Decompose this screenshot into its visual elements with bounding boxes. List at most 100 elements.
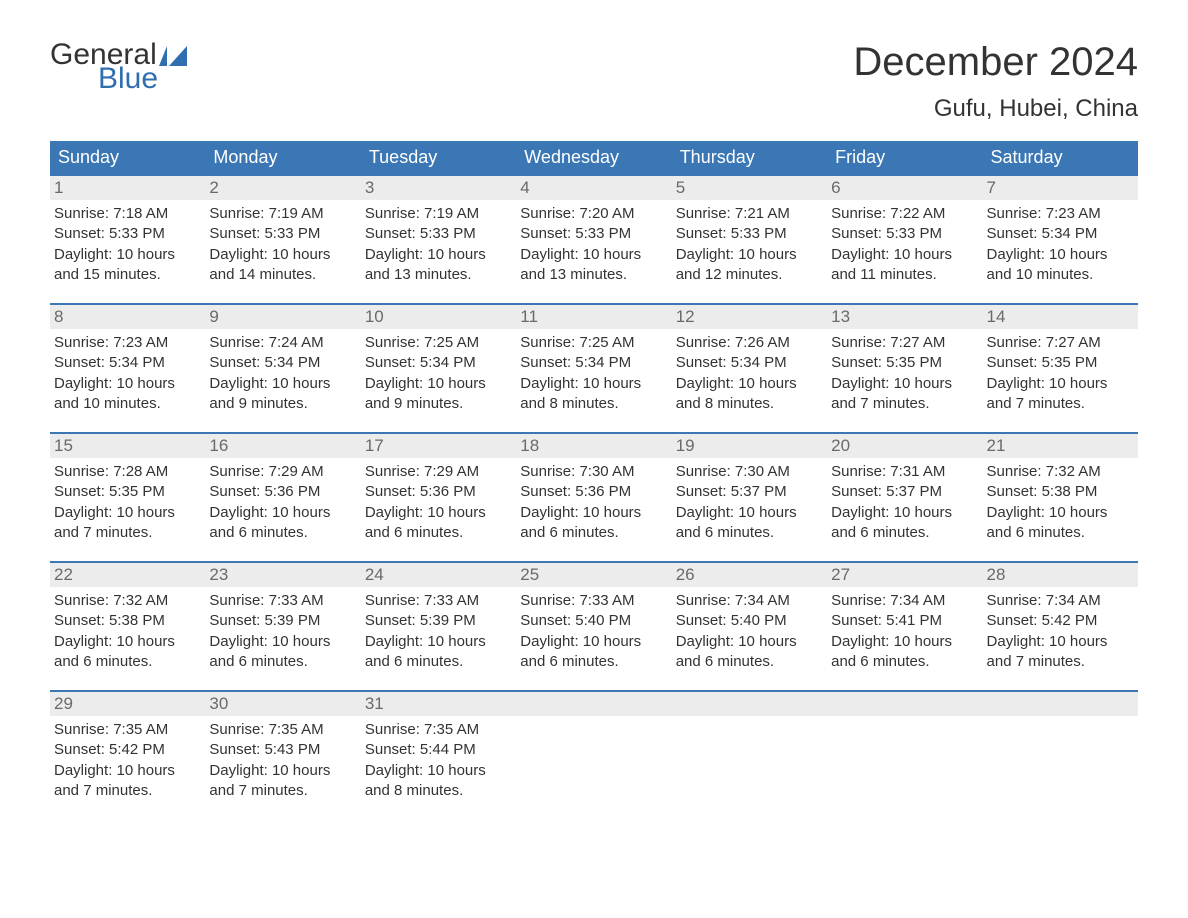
sunrise-line: Sunrise: 7:25 AM [365, 333, 510, 353]
day-body: Sunrise: 7:19 AMSunset: 5:33 PMDaylight:… [205, 200, 360, 289]
sunrise-line: Sunrise: 7:33 AM [365, 591, 510, 611]
day-cell: 26Sunrise: 7:34 AMSunset: 5:40 PMDayligh… [672, 563, 827, 676]
day-number: 12 [672, 305, 827, 329]
sunrise-line: Sunrise: 7:32 AM [54, 591, 199, 611]
daylight-line: Daylight: 10 hours and 6 minutes. [365, 632, 510, 673]
daylight-line: Daylight: 10 hours and 13 minutes. [365, 245, 510, 286]
sunrise-line: Sunrise: 7:31 AM [831, 462, 976, 482]
sunset-line: Sunset: 5:37 PM [831, 482, 976, 502]
sunrise-line: Sunrise: 7:34 AM [987, 591, 1132, 611]
day-number [983, 692, 1138, 716]
day-number: 31 [361, 692, 516, 716]
day-body: Sunrise: 7:34 AMSunset: 5:40 PMDaylight:… [672, 587, 827, 676]
day-cell: 8Sunrise: 7:23 AMSunset: 5:34 PMDaylight… [50, 305, 205, 418]
daylight-line: Daylight: 10 hours and 6 minutes. [520, 632, 665, 673]
sunset-line: Sunset: 5:34 PM [54, 353, 199, 373]
day-body: Sunrise: 7:33 AMSunset: 5:40 PMDaylight:… [516, 587, 671, 676]
sunrise-line: Sunrise: 7:30 AM [520, 462, 665, 482]
sunrise-line: Sunrise: 7:30 AM [676, 462, 821, 482]
sunset-line: Sunset: 5:41 PM [831, 611, 976, 631]
sunset-line: Sunset: 5:36 PM [365, 482, 510, 502]
day-body: Sunrise: 7:33 AMSunset: 5:39 PMDaylight:… [361, 587, 516, 676]
daylight-line: Daylight: 10 hours and 6 minutes. [676, 632, 821, 673]
daylight-line: Daylight: 10 hours and 9 minutes. [365, 374, 510, 415]
sunset-line: Sunset: 5:38 PM [987, 482, 1132, 502]
week-row: 1Sunrise: 7:18 AMSunset: 5:33 PMDaylight… [50, 174, 1138, 289]
day-cell: 23Sunrise: 7:33 AMSunset: 5:39 PMDayligh… [205, 563, 360, 676]
sunrise-line: Sunrise: 7:28 AM [54, 462, 199, 482]
day-cell: 16Sunrise: 7:29 AMSunset: 5:36 PMDayligh… [205, 434, 360, 547]
sunset-line: Sunset: 5:33 PM [676, 224, 821, 244]
daylight-line: Daylight: 10 hours and 6 minutes. [209, 632, 354, 673]
daylight-line: Daylight: 10 hours and 6 minutes. [209, 503, 354, 544]
day-number: 7 [983, 176, 1138, 200]
sunrise-line: Sunrise: 7:27 AM [831, 333, 976, 353]
day-cell: 25Sunrise: 7:33 AMSunset: 5:40 PMDayligh… [516, 563, 671, 676]
sunrise-line: Sunrise: 7:35 AM [365, 720, 510, 740]
day-body: Sunrise: 7:23 AMSunset: 5:34 PMDaylight:… [983, 200, 1138, 289]
logo-mark-icon [159, 46, 187, 66]
weekday-wednesday: Wednesday [516, 141, 671, 174]
daylight-line: Daylight: 10 hours and 8 minutes. [365, 761, 510, 802]
day-number: 4 [516, 176, 671, 200]
sunset-line: Sunset: 5:36 PM [209, 482, 354, 502]
day-number: 21 [983, 434, 1138, 458]
day-cell: 3Sunrise: 7:19 AMSunset: 5:33 PMDaylight… [361, 176, 516, 289]
day-cell: 17Sunrise: 7:29 AMSunset: 5:36 PMDayligh… [361, 434, 516, 547]
day-body: Sunrise: 7:28 AMSunset: 5:35 PMDaylight:… [50, 458, 205, 547]
daylight-line: Daylight: 10 hours and 7 minutes. [831, 374, 976, 415]
day-number: 26 [672, 563, 827, 587]
weekday-sunday: Sunday [50, 141, 205, 174]
sunrise-line: Sunrise: 7:25 AM [520, 333, 665, 353]
logo-text-bottom: Blue [98, 64, 187, 94]
day-cell: 29Sunrise: 7:35 AMSunset: 5:42 PMDayligh… [50, 692, 205, 805]
daylight-line: Daylight: 10 hours and 7 minutes. [209, 761, 354, 802]
day-number: 15 [50, 434, 205, 458]
day-number: 18 [516, 434, 671, 458]
day-number: 23 [205, 563, 360, 587]
week-row: 8Sunrise: 7:23 AMSunset: 5:34 PMDaylight… [50, 303, 1138, 418]
daylight-line: Daylight: 10 hours and 6 minutes. [831, 632, 976, 673]
day-number: 11 [516, 305, 671, 329]
weekday-monday: Monday [205, 141, 360, 174]
sunrise-line: Sunrise: 7:24 AM [209, 333, 354, 353]
sunrise-line: Sunrise: 7:32 AM [987, 462, 1132, 482]
daylight-line: Daylight: 10 hours and 7 minutes. [987, 374, 1132, 415]
day-cell: 21 Sunrise: 7:32 AMSunset: 5:38 PMDayligh… [983, 434, 1138, 547]
sunrise-line: Sunrise: 7:35 AM [209, 720, 354, 740]
day-number: 22 [50, 563, 205, 587]
week-row: 15Sunrise: 7:28 AMSunset: 5:35 PMDayligh… [50, 432, 1138, 547]
day-body: Sunrise: 7:20 AMSunset: 5:33 PMDaylight:… [516, 200, 671, 289]
day-cell: 2Sunrise: 7:19 AMSunset: 5:33 PMDaylight… [205, 176, 360, 289]
sunrise-line: Sunrise: 7:27 AM [987, 333, 1132, 353]
header: General Blue December 2024 Gufu, Hubei, … [50, 40, 1138, 123]
week-row: 22Sunrise: 7:32 AMSunset: 5:38 PMDayligh… [50, 561, 1138, 676]
day-body: Sunrise: 7:34 AMSunset: 5:42 PMDaylight:… [983, 587, 1138, 676]
day-body: Sunrise: 7:34 AMSunset: 5:41 PMDaylight:… [827, 587, 982, 676]
day-number: 29 [50, 692, 205, 716]
day-body: Sunrise: 7:29 AMSunset: 5:36 PMDaylight:… [361, 458, 516, 547]
sunrise-line: Sunrise: 7:29 AM [365, 462, 510, 482]
day-cell: 10Sunrise: 7:25 AMSunset: 5:34 PMDayligh… [361, 305, 516, 418]
sunset-line: Sunset: 5:33 PM [520, 224, 665, 244]
sunset-line: Sunset: 5:42 PM [54, 740, 199, 760]
day-body: Sunrise: 7:25 AMSunset: 5:34 PMDaylight:… [516, 329, 671, 418]
day-number: 28 [983, 563, 1138, 587]
daylight-line: Daylight: 10 hours and 6 minutes. [676, 503, 821, 544]
sunset-line: Sunset: 5:33 PM [365, 224, 510, 244]
sunrise-line: Sunrise: 7:29 AM [209, 462, 354, 482]
weekday-header-row: SundayMondayTuesdayWednesdayThursdayFrid… [50, 141, 1138, 174]
day-body: Sunrise: 7:27 AMSunset: 5:35 PMDaylight:… [827, 329, 982, 418]
day-body: Sunrise: 7:35 AMSunset: 5:44 PMDaylight:… [361, 716, 516, 805]
sunrise-line: Sunrise: 7:34 AM [676, 591, 821, 611]
sunrise-line: Sunrise: 7:21 AM [676, 204, 821, 224]
sunset-line: Sunset: 5:33 PM [831, 224, 976, 244]
day-number: 2 [205, 176, 360, 200]
day-cell: 30Sunrise: 7:35 AMSunset: 5:43 PMDayligh… [205, 692, 360, 805]
daylight-line: Daylight: 10 hours and 6 minutes. [987, 503, 1132, 544]
sunset-line: Sunset: 5:34 PM [365, 353, 510, 373]
day-body: Sunrise: 7:30 AMSunset: 5:36 PMDaylight:… [516, 458, 671, 547]
day-cell: 14Sunrise: 7:27 AMSunset: 5:35 PMDayligh… [983, 305, 1138, 418]
day-body: Sunrise: 7:27 AMSunset: 5:35 PMDaylight:… [983, 329, 1138, 418]
sunset-line: Sunset: 5:33 PM [54, 224, 199, 244]
